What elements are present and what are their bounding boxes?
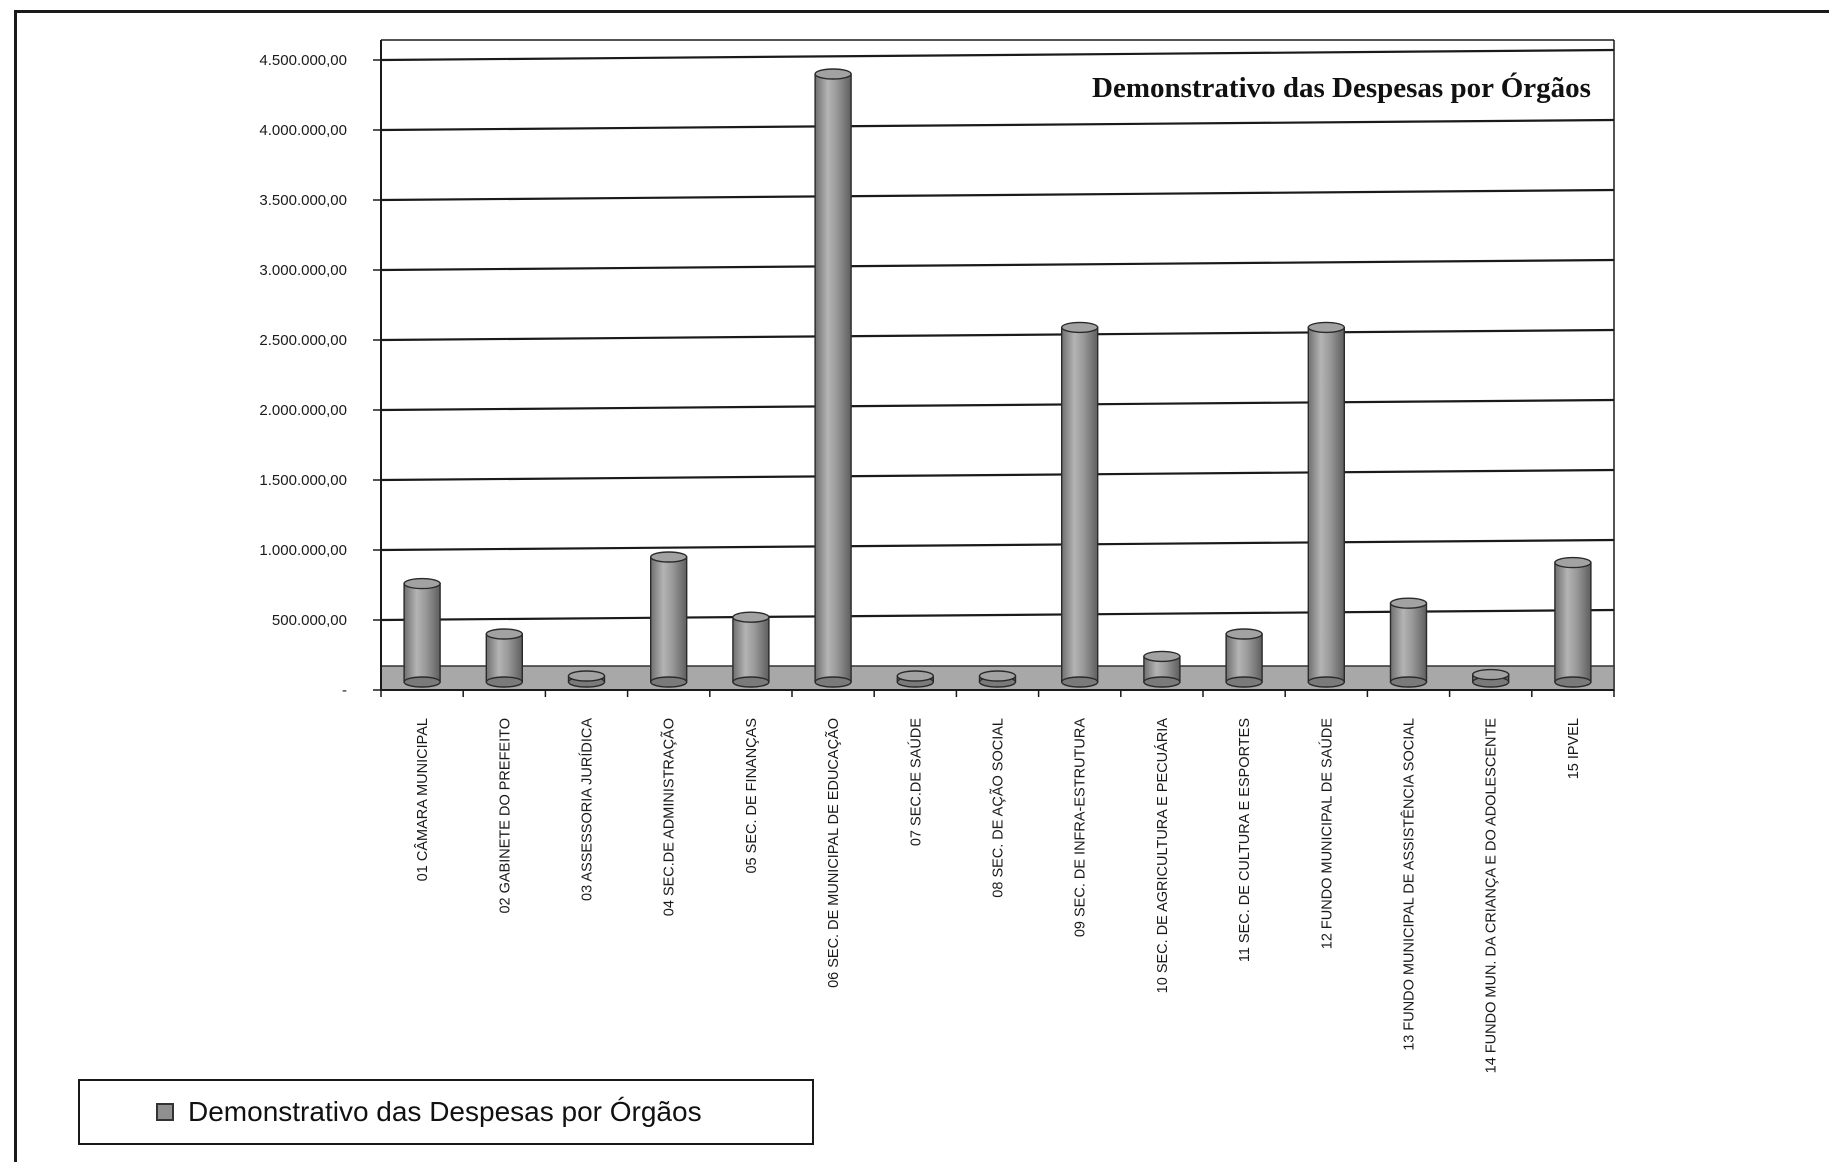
bar-top (1471, 668, 1510, 681)
bar (1307, 321, 1346, 688)
bar-base (485, 676, 523, 688)
bar (485, 628, 523, 688)
bars (403, 68, 1592, 688)
gridline (380, 258, 1615, 272)
gridline (380, 538, 1615, 552)
x-category-label: 07 SEC.DE SAÚDE (907, 718, 924, 846)
gridline (380, 608, 1615, 622)
bar (896, 670, 934, 688)
chart-title: Demonstrativo das Despesas por Órgãos (1092, 71, 1591, 104)
bar-top (1389, 597, 1428, 609)
bar-body (1389, 602, 1428, 683)
x-category-label: 15 IPVEL (1566, 718, 1582, 779)
bar (1225, 628, 1263, 688)
bar-body (403, 582, 441, 683)
x-category-label: 06 SEC. DE MUNICIPAL DE EDUCAÇÃO (825, 718, 842, 988)
x-category-label: 03 ASSESSORIA JURÍDICA (579, 718, 596, 901)
bar-body (1225, 633, 1263, 683)
bar-top (732, 611, 770, 623)
bar-top (567, 670, 606, 682)
bar (732, 611, 770, 688)
x-category-label: 12 FUNDO MUNICIPAL DE SAÚDE (1318, 718, 1335, 950)
y-tick-label: 2.000.000,00 (259, 402, 347, 419)
bar-top (1060, 321, 1099, 334)
bar-base (403, 676, 441, 688)
bar-body (1060, 326, 1099, 683)
x-category-label: 02 GABINETE DO PREFEITO (497, 718, 513, 914)
bar-base (1060, 676, 1099, 688)
chart-frame (14, 10, 1829, 1162)
x-axis-labels: 01 CÂMARA MUNICIPAL 02 GABINETE DO PREFEI… (414, 718, 1582, 1074)
bar (1471, 668, 1510, 688)
y-tick-label: 1.000.000,00 (259, 542, 347, 559)
y-tick-label: 2.500.000,00 (259, 332, 347, 349)
x-category-label: 01 CÂMARA MUNICIPAL (414, 718, 431, 881)
y-tick-label: 500.000,00 (272, 612, 347, 629)
bar (403, 577, 441, 688)
gridline (380, 188, 1615, 202)
legend-label: Demonstrativo das Despesas por Órgãos (188, 1096, 702, 1127)
x-category-label: 11 SEC. DE CULTURA E ESPORTES (1237, 718, 1253, 962)
bar-base (814, 676, 852, 688)
legend: Demonstrativo das Despesas por Órgãos (78, 1079, 814, 1145)
bar-base (1307, 676, 1346, 688)
bar-top (485, 628, 523, 640)
x-category-label: 09 SEC. DE INFRA-ESTRUTURA (1073, 718, 1089, 937)
bar-top (1307, 321, 1346, 334)
x-category-label: 10 SEC. DE AGRICULTURA E PECUÁRIA (1154, 718, 1171, 994)
y-tick-label: - (342, 682, 347, 699)
bar-body (650, 556, 688, 683)
y-tick-label: 4.500.000,00 (259, 52, 347, 69)
gridline (380, 118, 1615, 132)
y-tick-label: 3.500.000,00 (259, 192, 347, 209)
bar (650, 551, 688, 688)
x-category-label: 05 SEC. DE FINANÇAS (744, 718, 760, 874)
bar-top (1554, 556, 1592, 569)
bar-base (1389, 676, 1428, 688)
bar-top (896, 670, 934, 682)
bar (1389, 597, 1428, 688)
x-category-label: 04 SEC.DE ADMINISTRAÇÃO (661, 718, 678, 916)
bar (814, 68, 852, 688)
bar-top (650, 551, 688, 563)
bar-body (1554, 561, 1592, 683)
y-tick-label: 3.000.000,00 (259, 262, 347, 279)
y-tick-label: 4.000.000,00 (259, 122, 347, 139)
gridlines (380, 39, 1615, 690)
x-category-label: 08 SEC. DE AÇÃO SOCIAL (990, 718, 1007, 898)
bar (1554, 556, 1592, 688)
bar-base (650, 676, 688, 688)
bar-top (1143, 650, 1181, 663)
bar-body (485, 633, 523, 683)
bar-top (978, 670, 1017, 682)
bar-base (1225, 676, 1263, 688)
bar-base (1143, 676, 1181, 688)
bar-top (814, 68, 852, 80)
bar (567, 670, 606, 688)
gridline (380, 398, 1615, 412)
bar-top (1225, 628, 1263, 640)
y-axis-ticks: - 500.000,00 1.000.000,00 1.500.000,00 2.000… (259, 52, 381, 699)
bar-body (814, 73, 852, 683)
bar (1060, 321, 1099, 688)
gridline (380, 328, 1615, 342)
axes (380, 40, 1615, 697)
x-category-label: 14 FUNDO MUN. DA CRIANÇA E DO ADOLESCENT… (1484, 718, 1500, 1074)
bar-body (732, 616, 770, 683)
bar (1143, 650, 1181, 688)
legend-swatch (156, 1103, 174, 1121)
bar-base (732, 676, 770, 688)
y-tick-label: 1.500.000,00 (259, 472, 347, 489)
gridline (380, 468, 1615, 482)
gridline (380, 48, 1615, 62)
bar-base (1554, 676, 1592, 688)
bar (978, 670, 1017, 688)
bar-top (403, 577, 441, 590)
x-category-label: 13 FUNDO MUNICIPAL DE ASSISTÊNCIA SOCIAL (1401, 718, 1418, 1051)
bar-body (1307, 326, 1346, 683)
